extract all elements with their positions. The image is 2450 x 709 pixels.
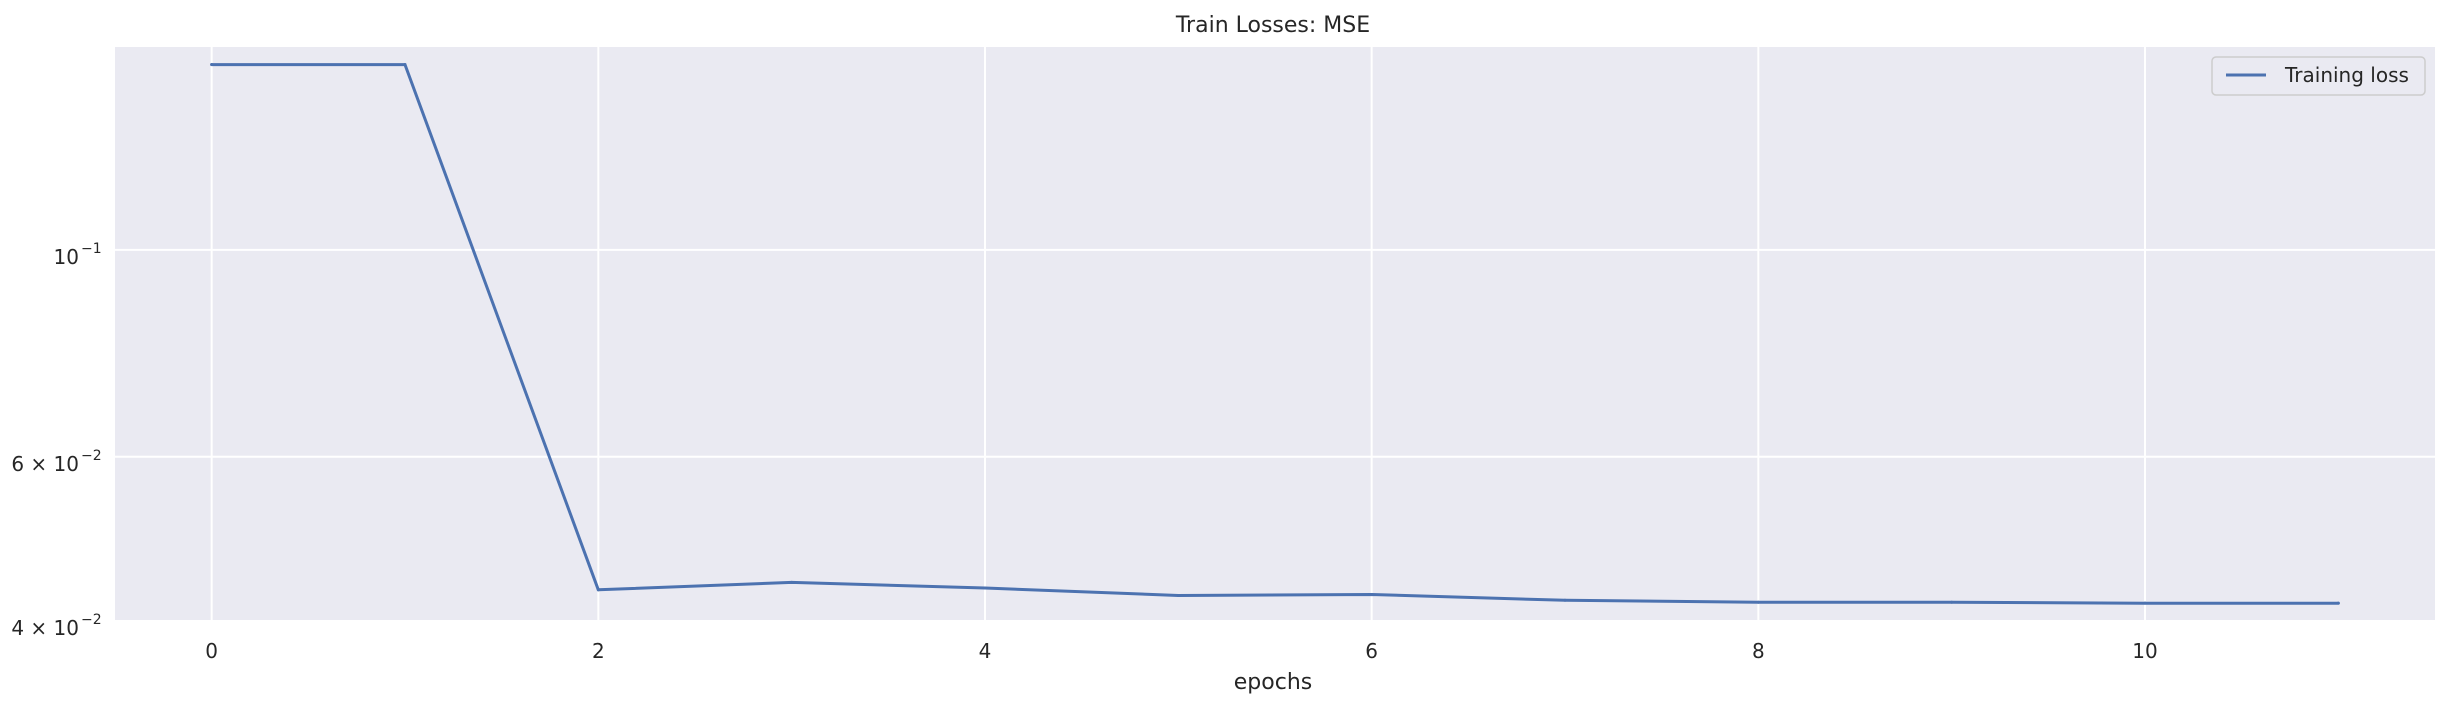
- data-point: [1950, 600, 1954, 604]
- data-point: [1370, 593, 1374, 597]
- data-point: [2143, 601, 2147, 605]
- chart-title: Train Losses: MSE: [1175, 13, 1370, 38]
- y-tick-label: 10: [54, 245, 79, 269]
- data-point: [403, 63, 407, 67]
- series-lines: [210, 63, 2340, 605]
- grid: [115, 47, 2435, 622]
- data-point: [2336, 601, 2340, 605]
- x-axis-label: epochs: [1234, 670, 1312, 695]
- data-point: [210, 63, 214, 67]
- y-tick-exponent: −2: [81, 612, 102, 628]
- y-tick-label: 4 × 10: [11, 616, 79, 640]
- x-ticks: 0 2 4 6 8 10: [205, 639, 2157, 663]
- data-point: [1563, 598, 1567, 602]
- y-tick-exponent: −1: [81, 241, 102, 257]
- legend: Training loss: [2211, 56, 2426, 96]
- y-tick-label: 6 × 10: [11, 452, 79, 476]
- x-tick-label: 0: [205, 639, 218, 663]
- data-point: [983, 586, 987, 590]
- legend-label-training-loss: Training loss: [2284, 63, 2409, 87]
- plot-area: [115, 47, 2435, 621]
- series-line-0: [210, 63, 2340, 605]
- data-point: [1176, 593, 1180, 597]
- legend-box: [2211, 56, 2426, 96]
- x-tick-label: 10: [2132, 639, 2157, 663]
- x-tick-label: 2: [592, 639, 605, 663]
- x-tick-label: 4: [979, 639, 992, 663]
- x-tick-label: 8: [1752, 639, 1765, 663]
- x-tick-label: 6: [1365, 639, 1378, 663]
- data-point: [596, 588, 600, 592]
- y-tick-exponent: −2: [81, 448, 102, 464]
- data-point: [790, 580, 794, 584]
- y-ticks: 10 −16 × 10 −24 × 10 −2: [11, 241, 101, 640]
- data-point: [1756, 600, 1760, 604]
